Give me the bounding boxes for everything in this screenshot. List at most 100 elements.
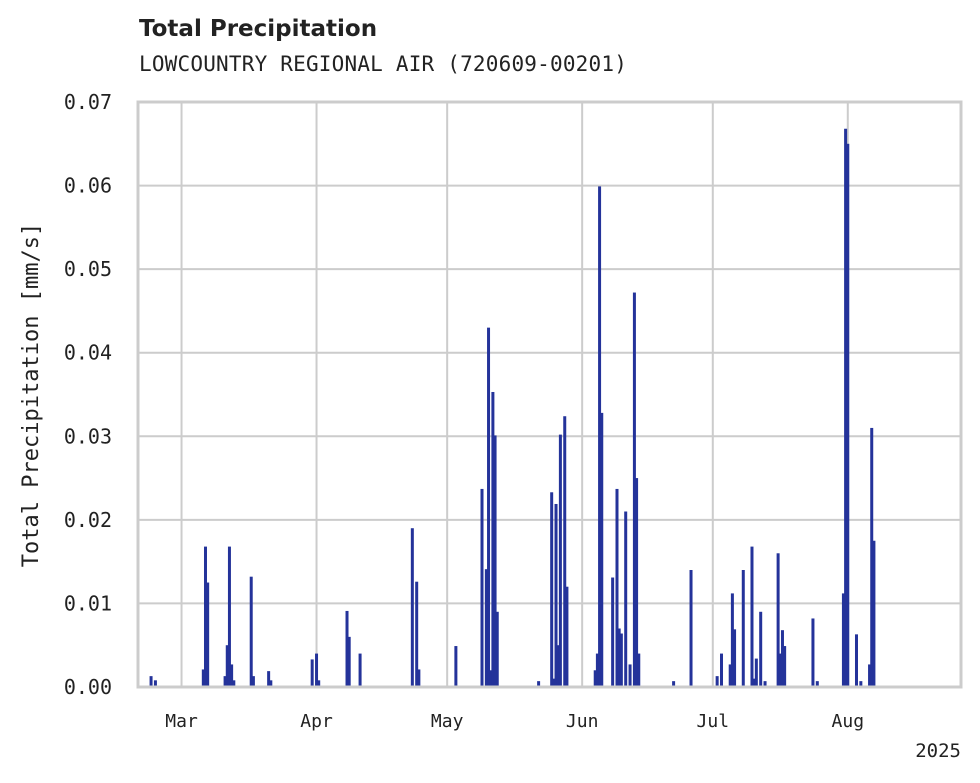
precipitation-bar	[558, 434, 562, 687]
precipitation-bar	[317, 680, 321, 687]
y-tick-label: 0.02	[64, 508, 112, 532]
precipitation-bar	[417, 669, 421, 687]
x-tick-label: Jul	[697, 711, 730, 732]
precipitation-bar	[415, 581, 419, 687]
precipitation-bar	[552, 678, 556, 687]
precipitation-bar	[854, 634, 858, 687]
precipitation-bar	[619, 633, 623, 687]
precipitation-bar	[347, 636, 351, 687]
precipitation-bar	[550, 492, 554, 687]
precipitation-bar	[715, 676, 719, 687]
precipitation-bar	[846, 143, 850, 688]
x-tick-label: Apr	[300, 711, 333, 732]
precipitation-bar	[487, 327, 491, 687]
precipitation-bar	[315, 653, 319, 687]
precipitation-bar	[565, 586, 569, 687]
x-tick-label: May	[431, 711, 464, 732]
precipitation-bar	[720, 653, 724, 687]
y-tick-label: 0.06	[64, 174, 112, 198]
precipitation-bar	[269, 680, 273, 687]
precipitation-bar	[489, 670, 493, 687]
precipitation-bar	[868, 664, 872, 687]
precipitation-bar	[149, 676, 153, 687]
precipitation-bar	[227, 546, 231, 687]
precipitation-bar	[783, 646, 787, 687]
precipitation-bar	[249, 576, 253, 687]
precipitation-bar	[778, 653, 782, 687]
precipitation-bar	[763, 681, 767, 687]
precipitation-bar	[491, 391, 495, 687]
precipitation-bar	[556, 645, 560, 687]
y-axis-label: Total Precipitation [mm/s]	[19, 223, 44, 567]
chart-title: Total Precipitation	[139, 16, 378, 42]
x-tick-labels: Mar Apr May Jun Jul Aug	[165, 711, 864, 732]
y-tick-label: 0.01	[64, 591, 112, 615]
x-tick-label: Mar	[165, 711, 198, 732]
precipitation-bar	[537, 681, 541, 687]
precipitation-bar	[480, 488, 484, 687]
precipitation-bar	[201, 669, 205, 687]
precipitation-bar	[617, 628, 621, 687]
precipitation-bar	[611, 577, 615, 687]
precipitation-bar	[859, 681, 863, 687]
precipitation-bar	[870, 427, 874, 687]
precipitation-bar	[841, 593, 845, 687]
precipitation-bar	[410, 528, 414, 687]
x-tick-label: Jun	[566, 711, 599, 732]
precipitation-bar	[598, 186, 602, 687]
precipitation-bar	[232, 680, 236, 687]
precipitation-bar	[811, 618, 815, 687]
precipitation-bar	[153, 680, 157, 687]
precipitation-bar	[206, 582, 210, 687]
y-tick-label: 0.07	[64, 90, 112, 114]
precipitation-bar	[780, 630, 784, 687]
precipitation-bar	[203, 546, 207, 687]
precipitation-bar	[225, 645, 229, 687]
chart-subtitle: LOWCOUNTRY REGIONAL AIR (720609-00201)	[139, 52, 628, 76]
precipitation-bar	[595, 653, 599, 687]
precipitation-bar	[730, 593, 734, 687]
precipitation-bar	[815, 681, 819, 687]
precipitation-bar	[600, 412, 604, 687]
precipitation-bar	[672, 681, 676, 687]
precipitation-bar	[635, 478, 639, 687]
precipitation-bar	[358, 653, 362, 687]
y-tick-label: 0.04	[64, 341, 112, 365]
precipitation-bars	[149, 128, 876, 688]
precipitation-bar	[628, 664, 632, 687]
precipitation-bar	[728, 664, 732, 687]
precipitation-bar	[689, 570, 693, 687]
precipitation-bar	[563, 416, 567, 687]
precipitation-bar	[752, 678, 756, 687]
precipitation-bar	[759, 611, 763, 687]
precipitation-bar	[251, 676, 255, 687]
precipitation-bar	[624, 511, 628, 687]
precipitation-bar	[741, 570, 745, 687]
precipitation-bar	[310, 659, 314, 687]
precipitation-bar	[637, 653, 641, 687]
precipitation-bar	[615, 488, 619, 687]
y-tick-label: 0.00	[64, 675, 112, 699]
y-tick-label: 0.03	[64, 424, 112, 448]
y-tick-labels: 0.00 0.01 0.02 0.03 0.04 0.05 0.06 0.07	[64, 90, 112, 699]
precipitation-bar	[223, 676, 227, 687]
precipitation-bar	[593, 670, 597, 687]
precipitation-bar	[267, 671, 271, 687]
axes-frame	[136, 100, 963, 689]
precipitation-bar	[733, 629, 737, 687]
precipitation-bar	[454, 646, 458, 687]
precipitation-bar	[493, 435, 497, 687]
y-tick-label: 0.05	[64, 257, 112, 281]
precipitation-bar	[844, 128, 848, 687]
grid-lines	[138, 101, 961, 688]
x-axis-year-label: 2025	[915, 740, 961, 762]
precipitation-bar	[754, 658, 758, 687]
precipitation-bar	[872, 540, 876, 687]
precipitation-bar	[484, 569, 488, 687]
precipitation-bar	[230, 664, 234, 687]
precipitation-bar	[345, 610, 349, 687]
precipitation-bar	[495, 611, 499, 687]
precipitation-bar	[632, 292, 636, 687]
x-tick-label: Aug	[832, 711, 865, 732]
precipitation-bar	[776, 553, 780, 687]
